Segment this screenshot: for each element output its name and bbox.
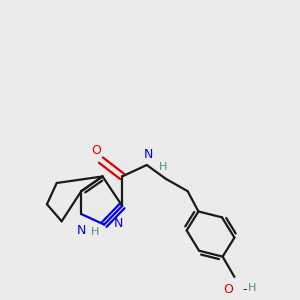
Text: H: H [248,283,256,293]
Text: N: N [113,218,123,230]
Text: H: H [91,227,100,237]
Text: O: O [91,144,101,157]
Text: -: - [243,283,247,296]
Text: O: O [223,283,233,296]
Text: N: N [144,148,153,161]
Text: H: H [159,162,167,172]
Text: N: N [76,224,86,237]
